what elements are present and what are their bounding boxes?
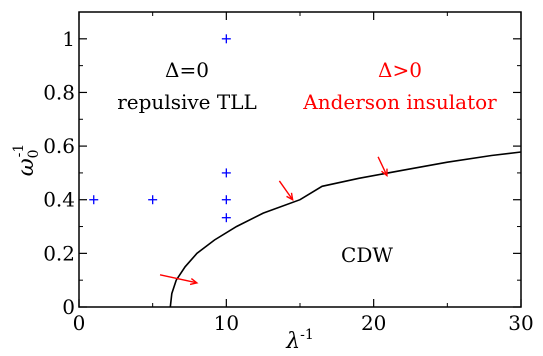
flow-arrow xyxy=(159,274,199,286)
y-tick-label: 1 xyxy=(62,27,75,51)
y-axis-subscript: 0 xyxy=(26,149,42,158)
y-axis-title: ω0-1 xyxy=(11,144,42,177)
x-tick-label: 30 xyxy=(508,311,533,335)
x-axis-title: λ-1 xyxy=(285,327,314,354)
plot-area: 0 10 20 30 0 0.2 0.4 0.6 0.8 1 xyxy=(43,11,534,335)
y-tick-label: 0.8 xyxy=(43,80,75,104)
delta-zero-label: Δ=0 xyxy=(165,58,209,82)
y-axis-superscript: -1 xyxy=(11,144,27,158)
data-point-plus xyxy=(89,195,99,205)
x-tick-label: 0 xyxy=(73,311,86,335)
data-point-plus xyxy=(221,34,231,44)
delta-positive-label: Δ>0 xyxy=(378,58,422,82)
y-tick-label: 0 xyxy=(62,295,75,319)
series-layer xyxy=(89,34,522,308)
y-axis-symbol: ω xyxy=(14,158,39,176)
x-axis-symbol: λ xyxy=(285,329,300,354)
data-point-plus xyxy=(221,213,231,223)
y-tick-label: 0.4 xyxy=(43,188,75,212)
x-tick-label: 20 xyxy=(361,311,386,335)
phase-boundary-line xyxy=(169,151,522,308)
data-point-plus xyxy=(221,195,231,205)
x-tick-label: 10 xyxy=(214,311,239,335)
svg-text:ω0-1: ω0-1 xyxy=(11,144,42,177)
tick-labels: 0 10 20 30 0 0.2 0.4 0.6 0.8 1 xyxy=(43,27,534,335)
flow-arrow xyxy=(377,156,388,178)
data-point-plus xyxy=(221,168,231,178)
data-point-plus xyxy=(148,195,158,205)
plot-frame xyxy=(78,11,522,308)
anderson-insulator-label: Anderson insulator xyxy=(302,90,497,114)
cdw-label: CDW xyxy=(341,243,393,267)
y-tick-label: 0.6 xyxy=(43,134,75,158)
axis-ticks xyxy=(78,12,522,308)
flow-arrow xyxy=(278,180,294,202)
arrow-layer xyxy=(159,156,388,286)
y-tick-label: 0.2 xyxy=(43,241,75,265)
repulsive-tll-label: repulsive TLL xyxy=(117,90,257,114)
x-axis-superscript: -1 xyxy=(300,327,314,343)
